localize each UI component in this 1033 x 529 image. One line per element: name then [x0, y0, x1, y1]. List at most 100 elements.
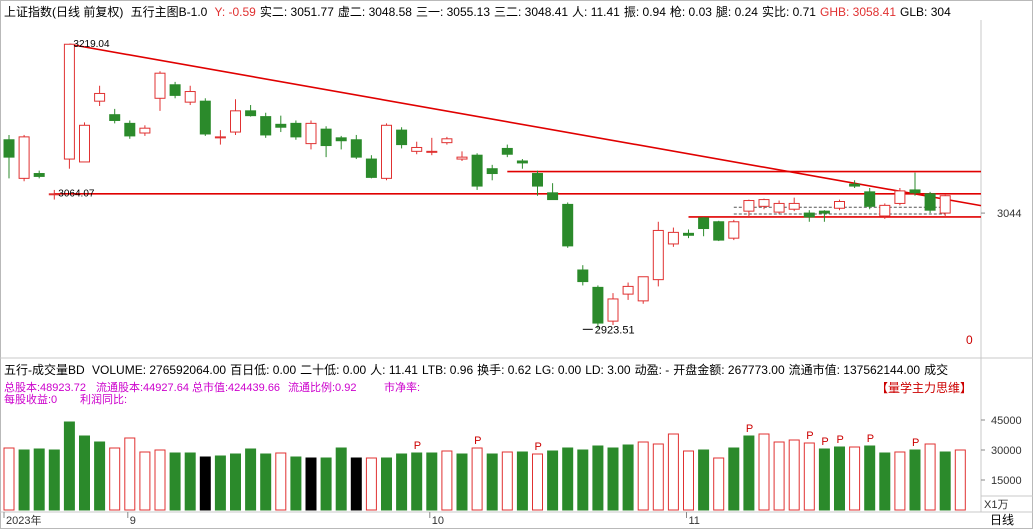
pb-ratio-label: 市净率:	[384, 382, 421, 394]
volume-bar	[426, 452, 438, 511]
price-field-7: 枪: 0.03	[669, 5, 712, 19]
candle-body	[396, 129, 408, 146]
volume-bar	[652, 443, 664, 511]
p-mark-1: P	[474, 435, 481, 447]
volume-bar	[788, 439, 800, 511]
candle-body	[486, 168, 498, 175]
volume-bar	[124, 437, 136, 511]
candle-body	[577, 269, 589, 283]
candle-body	[894, 190, 906, 204]
candle-body	[803, 212, 815, 218]
candle-body	[456, 156, 468, 160]
annotation-label-1: 3064.07	[58, 189, 95, 200]
volume-bar	[547, 450, 559, 511]
candle-body	[864, 191, 876, 207]
volume-field-5: 换手: 0.62	[477, 363, 532, 377]
candle-body	[411, 146, 423, 152]
candle-body	[335, 137, 347, 142]
volume-indicator-name[interactable]: 五行-成交量BD	[4, 363, 85, 377]
volume-bar	[562, 447, 574, 511]
volume-bar	[849, 446, 861, 511]
candle-body	[698, 217, 710, 230]
indicator-name[interactable]: 五行主图B-1.0	[130, 5, 208, 19]
volume-bar	[894, 451, 906, 511]
candle-body	[788, 202, 800, 210]
volume-bar	[471, 447, 483, 511]
volume-bar	[335, 447, 347, 511]
candle-body	[260, 116, 272, 136]
price-field-4: 三二: 3048.41	[494, 5, 569, 19]
candle-body	[184, 91, 196, 103]
indicator-fields: Y: -0.59 实二: 3051.77 虚二: 3048.58 三一: 3055.1…	[214, 5, 954, 19]
candle-body	[728, 221, 740, 239]
volume-bar	[456, 453, 468, 511]
p-mark-7: P	[867, 433, 874, 445]
volume-bar	[3, 447, 15, 511]
price-field-1: 实二: 3051.77	[259, 5, 334, 19]
p-mark-0: P	[414, 440, 421, 452]
candle-body	[79, 124, 90, 163]
candle-body	[381, 124, 392, 179]
volume-bar	[577, 449, 589, 511]
volume-field-10: 流通市值: 137562144.00	[788, 363, 921, 377]
candle-body	[607, 298, 619, 322]
volume-unit-label: X1万	[984, 499, 1008, 511]
volume-bar	[109, 447, 121, 511]
candle-body	[652, 229, 664, 281]
volume-bar	[758, 433, 770, 511]
price-field-2: 虚二: 3048.58	[337, 5, 412, 19]
volume-bar	[834, 446, 845, 511]
volume-field-0: VOLUME: 276592064.00	[92, 363, 227, 377]
candle-body	[63, 43, 75, 160]
candle-body	[713, 221, 725, 241]
volume-bar	[501, 451, 513, 511]
volume-bar	[33, 448, 45, 511]
candle-body	[471, 154, 483, 187]
volume-field-4: LTB: 0.96	[421, 363, 474, 377]
candle-body	[562, 203, 574, 247]
candle-body	[230, 110, 241, 133]
volume-bar	[305, 457, 317, 511]
candle-body	[532, 173, 543, 187]
candle-body	[834, 201, 845, 209]
eps-label: 每股收益:0	[4, 394, 58, 406]
volume-field-1: 百日低: 0.00	[230, 363, 297, 377]
trendline	[69, 43, 982, 207]
candle-body	[33, 173, 45, 177]
volume-bar	[532, 453, 543, 511]
volume-bar	[909, 449, 921, 511]
candle-body	[547, 192, 559, 201]
period-label: 日线	[990, 513, 1014, 527]
volume-tick-label-0: 15000	[991, 475, 1022, 487]
candle-body	[94, 92, 106, 102]
p-mark-5: P	[821, 436, 828, 448]
volume-bar	[939, 451, 951, 511]
price-field-11: GLB: 304	[900, 5, 951, 19]
index-name[interactable]: 上证指数(日线 前复权)	[4, 5, 124, 19]
price-field-10: GHB: 3058.41	[819, 5, 897, 19]
candle-body	[667, 231, 679, 245]
volume-field-6: LG: 0.00	[535, 363, 582, 377]
price-field-0: Y: -0.59	[214, 5, 256, 19]
candle-body	[124, 122, 136, 137]
volume-field-9: 开盘金额: 267773.00	[673, 363, 785, 377]
volume-bar	[18, 449, 30, 511]
price-field-9: 实比: 0.71	[761, 5, 816, 19]
volume-bar	[683, 450, 694, 511]
volume-bar	[667, 433, 679, 511]
volume-bar	[396, 453, 408, 511]
price-bottom-label: 0	[966, 333, 973, 347]
volume-field-11: 成交	[924, 363, 949, 377]
volume-bar	[245, 448, 257, 511]
market-cap-label: 总市值:424439.66	[192, 382, 281, 394]
price-field-5: 人: 11.41	[572, 5, 620, 19]
candle-body	[743, 200, 755, 212]
volume-bar	[486, 453, 498, 511]
candle-body	[365, 158, 377, 178]
volume-bar	[260, 453, 272, 511]
candle-body	[773, 202, 785, 213]
volume-bar	[592, 445, 604, 511]
candle-body	[169, 84, 181, 96]
candle-body	[320, 128, 332, 147]
